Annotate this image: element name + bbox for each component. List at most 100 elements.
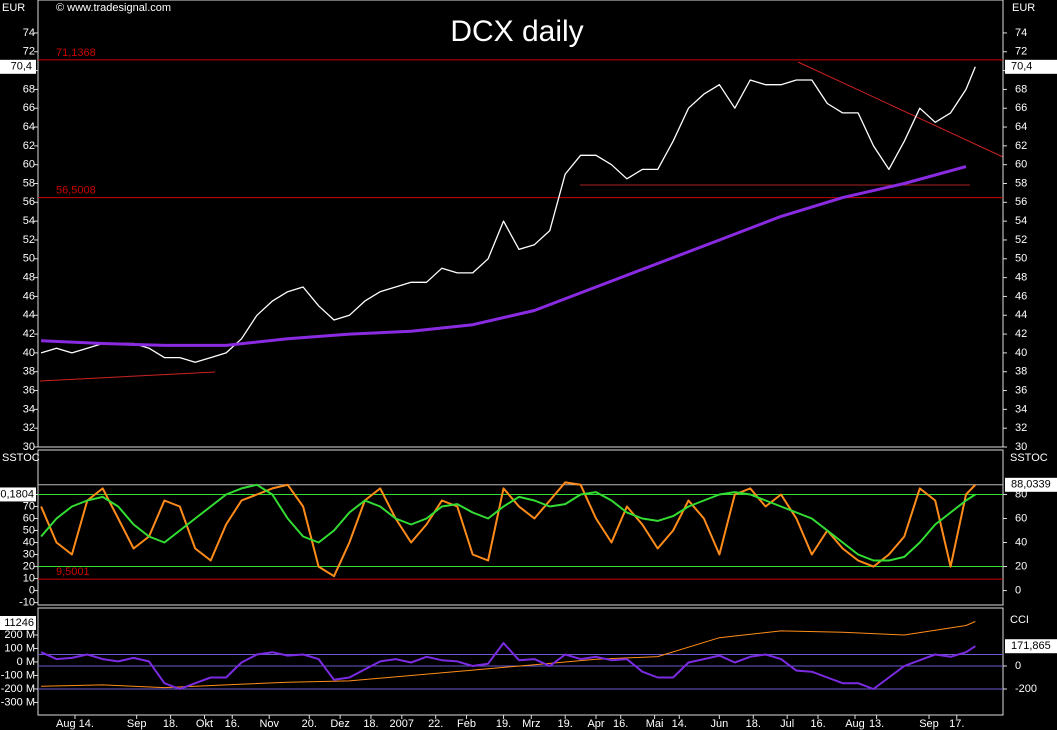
series-line [40, 66, 976, 363]
y2-tick-label: 48 [1015, 272, 1027, 284]
y-tick-label: 36 [23, 384, 35, 396]
y-tick-label: 30 [23, 548, 35, 560]
y-tick-label: -10 [19, 597, 35, 609]
x-tick-label: 13. [869, 718, 884, 730]
x-tick-label: 19. [558, 718, 573, 730]
y2-tick-label: 64 [1015, 121, 1027, 133]
y2-tick-label: 54 [1015, 215, 1027, 227]
y2-tick-label: 60 [1015, 159, 1027, 171]
y-tick-label: 30 [23, 441, 35, 453]
y2-tick-label: 52 [1015, 234, 1027, 246]
y-tick-label: 10 [23, 572, 35, 584]
y-tick-label: 100 M [4, 642, 35, 654]
current-label: 70,4 [11, 61, 32, 73]
panel-frame [37, 0, 1004, 448]
x-tick-label: Apr [587, 718, 604, 730]
y2-tick-label: 68 [1015, 83, 1027, 95]
y2-tick-label: 62 [1015, 140, 1027, 152]
y-tick-label: 46 [23, 290, 35, 302]
panel-title: CCI [1010, 614, 1029, 626]
y-tick-label: 74 [23, 27, 35, 39]
x-tick-label: 22. [428, 718, 443, 730]
x-tick-label: Mrz [522, 718, 540, 730]
x-tick-label: 18. [363, 718, 378, 730]
x-tick-label: Dez [330, 718, 350, 730]
current-label: 171,865 [1011, 640, 1051, 652]
panel-title: SSTOC [2, 452, 40, 464]
level-label: 71,1368 [56, 47, 96, 59]
x-tick-label: 16. [613, 718, 628, 730]
series-line [40, 642, 976, 690]
y-tick-label: 62 [23, 140, 35, 152]
y-tick-label: 38 [23, 366, 35, 378]
x-tick-label: Jun [710, 718, 728, 730]
x-tick-label: Nov [259, 718, 279, 730]
y-tick-label: 56 [23, 196, 35, 208]
y2-tick-label: 72 [1015, 46, 1027, 58]
y-tick-label: 52 [23, 234, 35, 246]
x-tick-label: Jul [780, 718, 794, 730]
y2-tick-label: 60 [1015, 512, 1027, 524]
x-tick-label: 2007 [390, 718, 414, 730]
y-tick-label: 68 [23, 83, 35, 95]
x-tick-label: 16. [810, 718, 825, 730]
series-line [40, 481, 977, 578]
y2-tick-label: -200 [1015, 683, 1037, 695]
x-tick-label: Mai [646, 718, 664, 730]
y2-tick-label: 0 [1015, 660, 1021, 672]
x-tick-label: Sep [127, 718, 147, 730]
y2-tick-label: 40 [1015, 347, 1027, 359]
x-tick-label: Okt [196, 718, 213, 730]
y-tick-label: 40 [23, 536, 35, 548]
y2-tick-label: 44 [1015, 309, 1027, 321]
y2-tick-label: 42 [1015, 328, 1027, 340]
y-tick-label: 0 [29, 584, 35, 596]
y2-tick-label: 46 [1015, 290, 1027, 302]
badge-box [0, 487, 36, 502]
x-tick-label: Feb [457, 718, 476, 730]
y2-tick-label: 36 [1015, 384, 1027, 396]
y2-tick-label: 50 [1015, 253, 1027, 265]
y-tick-label: 42 [23, 328, 35, 340]
y-tick-label: 66 [23, 102, 35, 114]
panel-frame [37, 607, 1004, 716]
x-tick-label: 18. [746, 718, 761, 730]
y-tick-label: -300 M [1, 696, 35, 708]
y2-tick-label: 74 [1015, 27, 1027, 39]
level-label: 88,0339 [1011, 479, 1051, 491]
current-label: 70,4 [1011, 61, 1032, 73]
y-tick-label: 58 [23, 177, 35, 189]
y-tick-label: 50 [23, 524, 35, 536]
level-box [1005, 477, 1057, 492]
x-tick-label: 16. [225, 718, 240, 730]
y-tick-label: 34 [23, 403, 35, 415]
x-tick-label: 17. [949, 718, 964, 730]
badge-box [0, 616, 36, 630]
y2-tick-label: 32 [1015, 422, 1027, 434]
source: © www.tradesignal.com [56, 2, 171, 14]
series-line [41, 165, 967, 347]
badge: 11246 [4, 617, 34, 629]
y-tick-label: 72 [23, 46, 35, 58]
y-tick-label: 200 M [4, 629, 35, 641]
trend-line [39, 371, 216, 382]
y-tick-label: 40 [23, 347, 35, 359]
series-line [40, 483, 976, 562]
x-tick-label: Aug [845, 718, 865, 730]
y2-tick-label: 66 [1015, 102, 1027, 114]
chart-title: DCX daily [450, 15, 583, 48]
y-tick-label: 32 [23, 422, 35, 434]
x-tick-label: 19. [496, 718, 511, 730]
y-axis-label: EUR [2, 2, 25, 14]
trend-line [797, 61, 1004, 158]
series-line [41, 621, 976, 689]
badge: 0,1804 [0, 488, 34, 500]
y2-tick-label: 20 [1015, 560, 1027, 572]
y-tick-label: 54 [23, 215, 35, 227]
y2-tick-label: 34 [1015, 403, 1027, 415]
current-box [1005, 59, 1057, 74]
panel-title: SSTOC [1010, 452, 1048, 464]
y-tick-label: 44 [23, 309, 35, 321]
x-tick-label: Sep [919, 718, 939, 730]
current-box [1005, 639, 1057, 654]
